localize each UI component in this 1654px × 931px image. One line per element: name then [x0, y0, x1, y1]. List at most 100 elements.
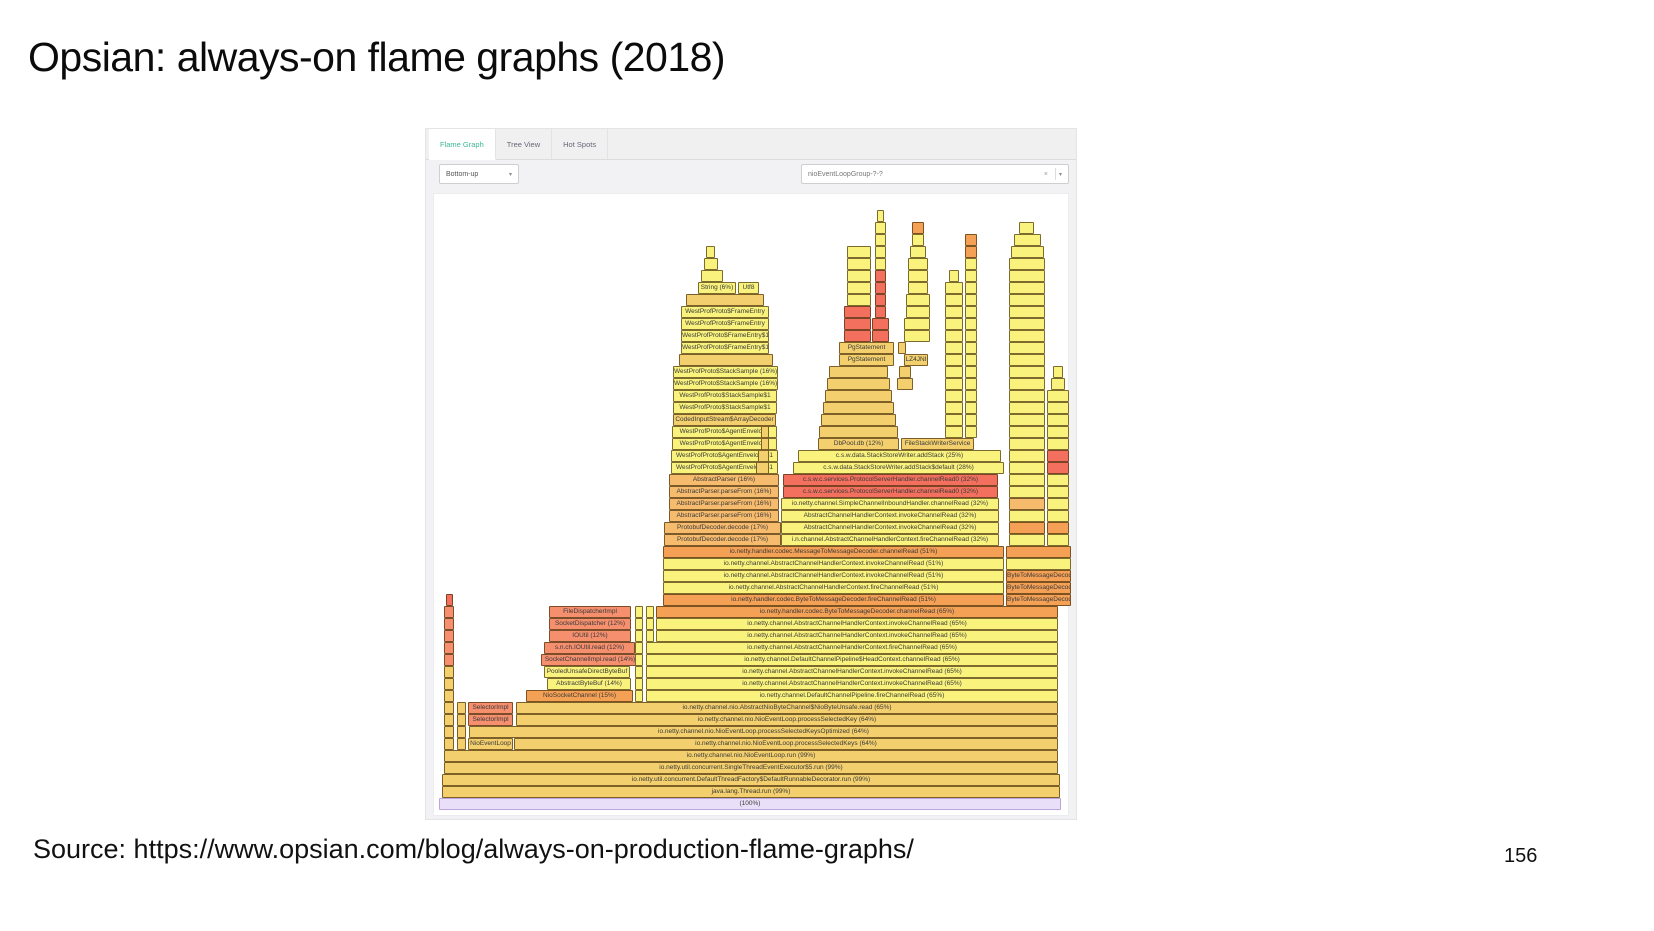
flame-bar[interactable] [899, 366, 911, 378]
flame-bar[interactable] [1009, 450, 1045, 462]
flame-bar[interactable] [912, 234, 924, 246]
flame-bar[interactable] [1009, 522, 1045, 534]
flame-bar[interactable]: java.lang.Thread.run (99%) [442, 786, 1060, 798]
flame-bar[interactable] [821, 414, 896, 426]
flame-bar[interactable] [945, 414, 963, 426]
flame-bar[interactable] [872, 330, 889, 342]
flame-bar[interactable] [1047, 534, 1069, 546]
flame-bar[interactable] [1051, 378, 1065, 390]
flame-bar[interactable] [875, 234, 886, 246]
tab-flame-graph[interactable]: Flame Graph [429, 129, 496, 160]
flame-bar[interactable] [945, 390, 963, 402]
flame-bar[interactable] [945, 294, 963, 306]
flame-bar[interactable] [844, 330, 871, 342]
flame-bar[interactable] [965, 414, 977, 426]
flame-bar[interactable] [635, 606, 643, 618]
flame-bar[interactable] [904, 318, 930, 330]
flame-bar[interactable] [827, 378, 890, 390]
flame-bar[interactable]: NioSocketChannel (15%) [526, 690, 633, 702]
flame-bar[interactable] [1047, 498, 1069, 510]
flame-bar[interactable] [847, 270, 871, 282]
flame-bar[interactable] [965, 246, 977, 258]
flame-bar[interactable] [945, 354, 963, 366]
flame-bar[interactable] [965, 426, 977, 438]
flame-bar[interactable]: c.s.w.data.StackStoreWriter.addStack (25… [798, 450, 1001, 462]
flame-bar[interactable]: IOUtil (12%) [549, 630, 631, 642]
flame-bar[interactable] [1009, 426, 1045, 438]
flame-bar[interactable] [646, 606, 654, 618]
flame-bar[interactable] [965, 330, 977, 342]
flame-bar[interactable] [1009, 330, 1045, 342]
flame-bar[interactable]: SocketDispatcher (12%) [549, 618, 631, 630]
flame-bar[interactable] [825, 390, 892, 402]
flame-bar[interactable] [965, 390, 977, 402]
flame-bar[interactable] [908, 270, 928, 282]
flame-bar[interactable]: io.netty.channel.nio.NioEventLoop.run (9… [444, 750, 1058, 762]
flame-bar[interactable]: FileStackWriterService [901, 438, 974, 450]
flame-bar[interactable]: ByteToMessageDecoder [1006, 594, 1071, 606]
flame-bar[interactable] [912, 222, 924, 234]
flame-bar[interactable]: io.netty.channel.nio.NioEventLoop.proces… [469, 726, 1058, 738]
flame-bar[interactable] [875, 270, 886, 282]
flame-bar[interactable]: SelectorImpl [468, 714, 513, 726]
flame-bar[interactable] [1009, 414, 1045, 426]
flame-bar[interactable]: PooledUnsafeDirectByteBuf [544, 666, 630, 678]
flame-bar[interactable] [1009, 378, 1045, 390]
flame-bar[interactable] [758, 450, 769, 462]
flame-bar[interactable] [819, 426, 898, 438]
flame-bar[interactable] [847, 258, 871, 270]
flame-bar[interactable]: AbstractParser.parseFrom (16%) [669, 510, 779, 522]
flame-bar[interactable]: String (6%) [698, 282, 736, 294]
flame-bar[interactable] [965, 402, 977, 414]
flame-bar[interactable] [686, 294, 764, 306]
flame-bar[interactable] [457, 714, 466, 726]
flame-bar[interactable]: DbPool.db (12%) [818, 438, 899, 450]
flame-bar[interactable] [1047, 450, 1069, 462]
flame-bar[interactable] [877, 210, 884, 222]
flame-bar[interactable]: WestProfProto$FrameEntry [681, 318, 769, 330]
flame-bar[interactable] [1047, 402, 1069, 414]
flame-bar[interactable] [444, 630, 454, 642]
flame-bar[interactable] [1009, 462, 1045, 474]
flame-bar[interactable] [761, 426, 769, 438]
flame-bar[interactable] [706, 246, 715, 258]
flame-bar[interactable]: FileDispatcherImpl [549, 606, 631, 618]
flame-bar[interactable] [444, 738, 454, 750]
flame-bar[interactable]: AbstractParser.parseFrom (16%) [669, 498, 779, 510]
flame-bar[interactable] [1011, 246, 1044, 258]
flame-bar[interactable] [1047, 426, 1069, 438]
flame-bar[interactable]: WestProfProto$AgentEnvelope [672, 438, 777, 450]
flame-bar[interactable] [1047, 390, 1069, 402]
flame-bar[interactable] [906, 306, 930, 318]
flame-bar[interactable] [761, 438, 769, 450]
flame-bar[interactable]: ProtobufDecoder.decode (17%) [664, 534, 781, 546]
flame-bar[interactable] [635, 666, 643, 678]
flame-bar[interactable]: WestProfProto$AgentEnvelope$1 [671, 450, 778, 462]
flame-bar[interactable] [965, 306, 977, 318]
flame-bar[interactable]: PgStatement [839, 342, 894, 354]
flame-bar[interactable] [965, 318, 977, 330]
flame-bar[interactable] [1009, 390, 1045, 402]
flame-bar[interactable] [1014, 234, 1041, 246]
flame-bar[interactable]: io.netty.util.concurrent.SingleThreadEve… [444, 762, 1058, 774]
flame-bar[interactable]: i.n.channel.AbstractChannelHandlerContex… [781, 534, 999, 546]
flame-bar[interactable]: ProtobufDecoder.decode (17%) [664, 522, 781, 534]
flame-bar[interactable] [1009, 282, 1045, 294]
flame-bar[interactable]: (100%) [439, 798, 1061, 810]
flame-bar[interactable] [897, 378, 913, 390]
flame-bar[interactable]: AbstractParser (16%) [669, 474, 779, 486]
flame-bar[interactable] [945, 282, 963, 294]
flame-bar[interactable] [646, 630, 654, 642]
flame-bar[interactable] [965, 258, 977, 270]
flame-bar[interactable]: io.netty.channel.AbstractChannelHandlerC… [663, 582, 1004, 594]
flame-bar[interactable] [704, 258, 718, 270]
flame-bar[interactable] [444, 678, 454, 690]
flame-bar[interactable] [1009, 270, 1045, 282]
flame-bar[interactable]: io.netty.channel.AbstractChannelHandlerC… [646, 642, 1058, 654]
flame-bar[interactable] [847, 282, 871, 294]
flame-bar[interactable] [1009, 318, 1045, 330]
flame-bar[interactable] [1006, 558, 1071, 570]
flame-bar[interactable] [945, 378, 963, 390]
view-mode-dropdown[interactable]: Bottom-up ▾ [439, 164, 519, 184]
flame-bar[interactable] [635, 642, 643, 654]
